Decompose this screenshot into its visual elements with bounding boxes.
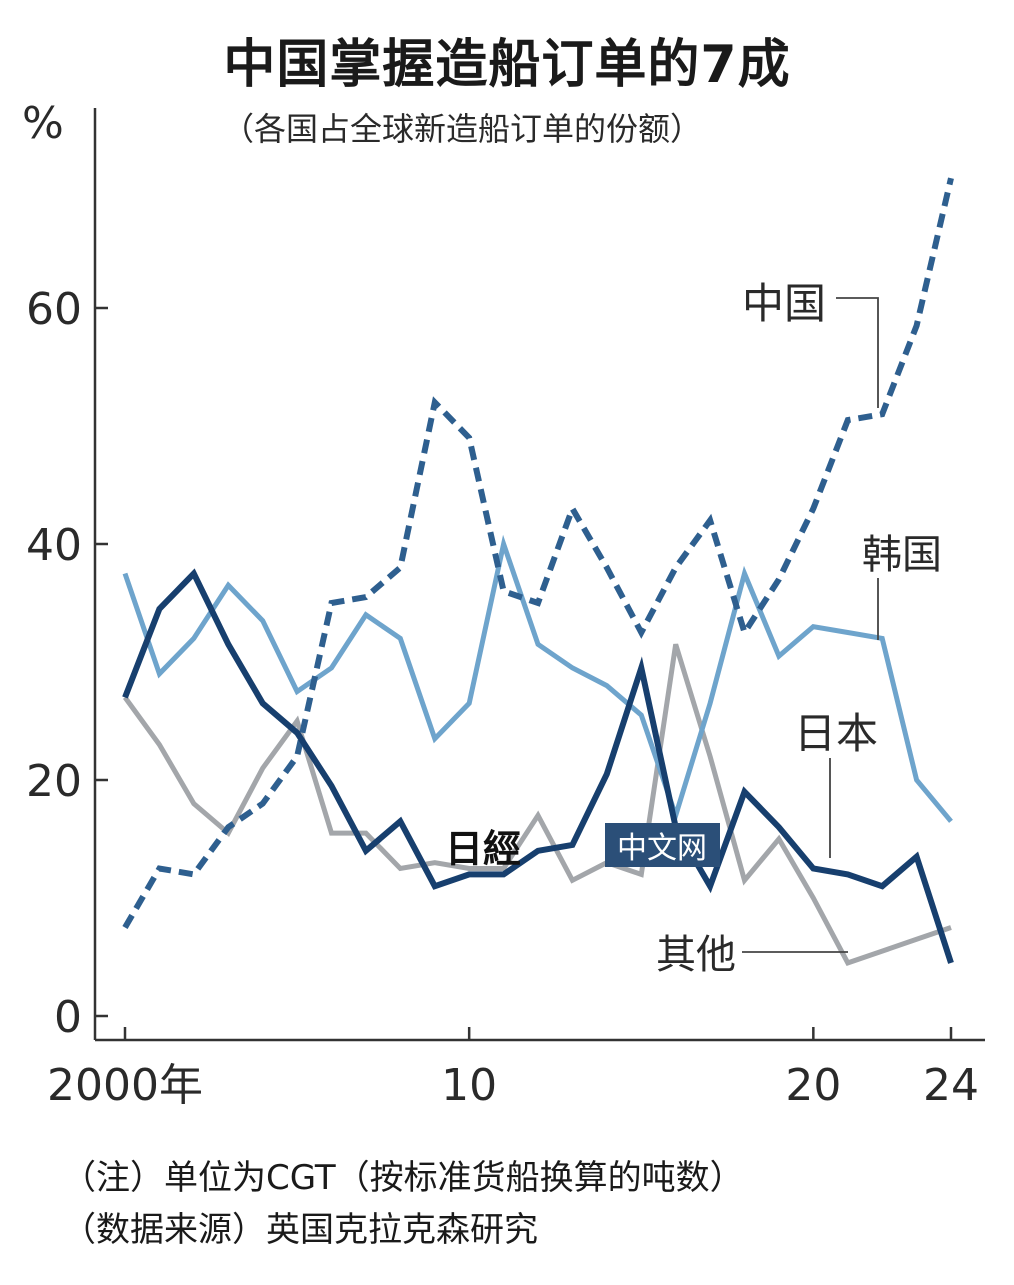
y-tick-label: 60	[26, 284, 82, 335]
series-label-korea-text: 韩国	[862, 532, 942, 578]
watermark-brand: 日經	[445, 826, 521, 871]
series-lines	[122, 177, 954, 966]
watermark: 日經 中文网	[445, 823, 720, 871]
y-unit-label: %	[22, 98, 64, 149]
x-tick-label: 20	[785, 1060, 841, 1111]
source-note: （数据来源）英国克拉克森研究	[62, 1210, 538, 1250]
series-label-other-text: 其他	[656, 932, 736, 978]
watermark-text: 中文网	[617, 831, 707, 866]
series-line-other	[122, 643, 952, 966]
chart-subtitle: （各国占全球新造船订单的份额）	[222, 110, 702, 148]
y-tick-label: 0	[54, 992, 82, 1043]
series-label-china-leader	[836, 297, 879, 408]
y-tick-label: 20	[26, 756, 82, 807]
series-label-korea: 韩国	[862, 532, 942, 640]
x-tick-label: 10	[441, 1060, 497, 1111]
series-label-china-text: 中国	[742, 279, 826, 328]
y-tick-label: 40	[26, 520, 82, 571]
y-ticks: 0 20 40 60	[26, 284, 108, 1043]
series-label-other: 其他	[656, 932, 848, 978]
x-tick-label: 2000年	[47, 1060, 203, 1111]
series-line-china	[122, 177, 954, 930]
series-line-japan	[122, 568, 954, 964]
series-label-japan-text: 日本	[794, 709, 878, 758]
series-label-japan: 日本	[794, 709, 878, 858]
chart-title: 中国掌握造船订单的7成	[223, 35, 791, 95]
series-label-china: 中国	[742, 279, 879, 408]
watermark-badge	[605, 823, 720, 867]
series-line-korea	[122, 534, 953, 824]
unit-note: （注）单位为CGT（按标准货船换算的吨数）	[62, 1158, 744, 1198]
x-tick-label: 24	[923, 1060, 979, 1111]
x-ticks: 2000年 10 20 24	[47, 1027, 979, 1111]
